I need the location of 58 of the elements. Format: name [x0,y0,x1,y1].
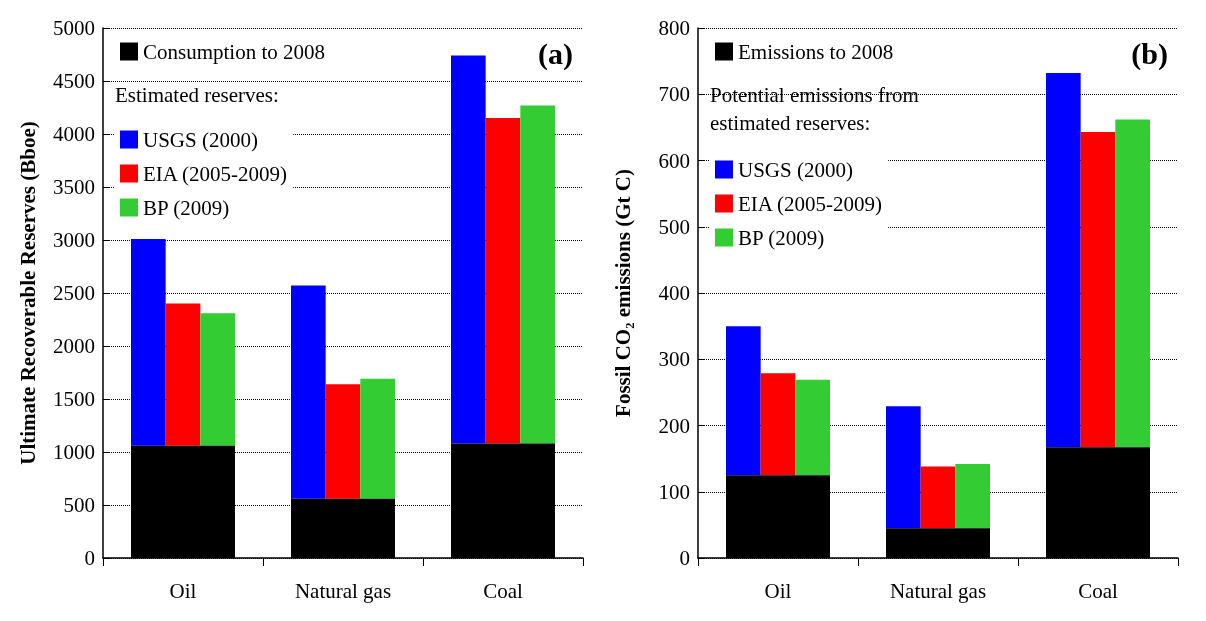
bar [360,378,395,499]
legend-label: Consumption to 2008 [143,39,326,64]
x-tick-label: Natural gas [294,578,392,603]
legend-title: Estimated reserves: [115,83,279,107]
legend-label: Emissions to 2008 [738,39,894,64]
bar [131,238,166,446]
bar [165,303,201,446]
x-tick-label: Coal [1078,578,1118,603]
y-tick-label: 2000 [53,334,95,358]
y-tick-label: 1000 [53,440,95,464]
bar [291,285,326,499]
y-tick-label: 3000 [53,228,95,252]
y-tick-label: 3500 [53,175,95,199]
y-tick-label: 4500 [53,69,95,93]
y-tick-label: 100 [658,479,690,504]
y-axis-title: Ultimate Recoverable Reserves (Bboe) [15,121,40,465]
legend-label: EIA (2005-2009) [738,191,883,216]
bar [726,326,761,476]
y-tick-label: 2500 [53,281,95,305]
bar [1080,132,1116,448]
y-tick-label: 0 [679,546,690,570]
y-tick-label: 0 [84,546,95,570]
bar [1046,73,1081,448]
y-tick-label: 600 [658,148,690,173]
legend-label: BP (2009) [738,225,825,250]
bar [520,105,555,444]
chart-title: (b) [1131,36,1169,71]
bar [795,379,830,476]
x-tick-label: Oil [764,578,792,603]
y-tick-label: 1500 [53,387,95,411]
bar [200,313,235,446]
bar [1115,119,1150,448]
bar [920,466,956,529]
bar [485,118,521,444]
y-tick-label: 700 [658,82,690,107]
legend-label: BP (2009) [143,195,230,220]
y-tick-label: 500 [658,214,690,239]
bar [451,55,486,444]
bar [955,463,990,529]
x-tick-label: Natural gas [889,578,987,603]
y-tick-label: 300 [658,347,690,372]
x-tick-label: Coal [483,578,523,603]
chart-title: (a) [538,36,573,71]
y-tick-label: 500 [63,493,95,517]
y-axis-title: Fossil CO₂ emissions (Gt C) [610,169,635,417]
legend-label: EIA (2005-2009) [143,161,288,186]
y-tick-label: 200 [658,413,690,438]
legend-label: USGS (2000) [143,127,258,152]
x-tick-label: Oil [169,578,197,603]
bar [760,373,796,476]
y-tick-label: 400 [658,281,690,305]
y-tick-label: 5000 [53,16,95,40]
y-tick-label: 800 [658,16,690,40]
bar [325,384,361,499]
legend-label: USGS (2000) [738,157,853,182]
y-tick-label: 4000 [53,122,95,146]
legend-title: Potential emissions from estimated reserves: [710,83,925,135]
bar [886,406,921,529]
